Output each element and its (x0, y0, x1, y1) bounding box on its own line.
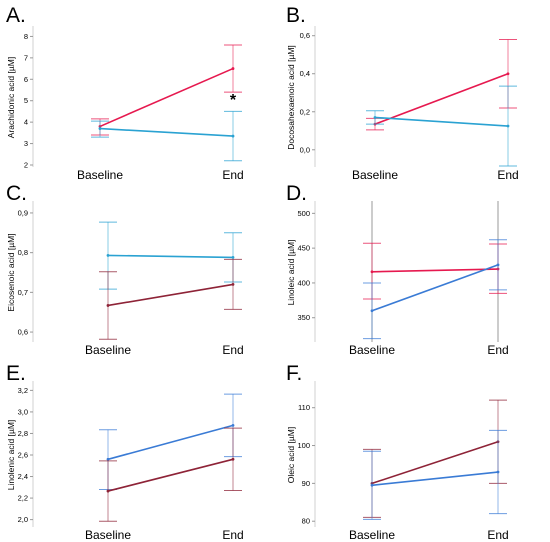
series-line (371, 268, 499, 273)
y-tick-label: 0,7 (18, 288, 28, 297)
data-point (106, 254, 110, 257)
y-tick-label: 3,2 (18, 386, 28, 395)
data-point (231, 256, 235, 259)
significance-marker: * (230, 92, 237, 109)
series-line (107, 283, 234, 307)
data-point (231, 457, 235, 461)
chart-panel-1: A. 2 3 4 5 6 7 8 Arachidonic acid [µM] Baseline En… (6, 4, 244, 182)
y-tick-label: 0,9 (18, 208, 28, 217)
data-point (506, 124, 510, 128)
data-point (231, 67, 235, 70)
data-point (370, 483, 374, 487)
chart-panel-5: E. 2,0 2,2 2,4 2,6 2,8 3,0 3,2 Linolenic acid [µ… (6, 362, 244, 542)
y-tick-label: 4 (24, 118, 28, 127)
chart-panel-2: B. 0,0 0,2 0,4 0,6 Docosahexaenoic acid [µM] B… (286, 4, 519, 182)
data-point (231, 134, 235, 138)
series-line (371, 471, 499, 487)
x-category-label: End (222, 343, 243, 357)
y-tick-label: 2,4 (18, 472, 28, 481)
series-line (107, 254, 234, 259)
y-tick-label: 8 (24, 32, 28, 41)
x-category-label: Baseline (352, 168, 398, 182)
y-tick-label: 2,8 (18, 429, 28, 438)
y-tick-label: 2,0 (18, 515, 28, 524)
panel-label: E. (6, 362, 26, 385)
y-axis-label: Docosahexaenoic acid [µM] (286, 45, 296, 150)
x-category-label: Baseline (85, 528, 131, 542)
data-point (231, 283, 235, 286)
y-tick-label: 0,8 (18, 248, 28, 257)
y-tick-label: 500 (297, 209, 310, 218)
data-point (506, 72, 510, 76)
x-category-label: End (222, 168, 243, 182)
data-point (496, 470, 500, 474)
series-line (107, 458, 234, 492)
y-tick-label: 7 (24, 53, 28, 62)
y-axis-label: Eicosenoic acid [µM] (6, 233, 16, 311)
y-tick-label: 350 (297, 313, 310, 322)
y-tick-label: 90 (302, 479, 310, 488)
x-category-label: End (222, 528, 243, 542)
series-line (371, 264, 499, 312)
data-point (106, 304, 110, 307)
y-tick-label: 6 (24, 75, 28, 84)
data-point (496, 263, 500, 267)
series-line (371, 440, 499, 485)
y-tick-label: 400 (297, 278, 310, 287)
x-category-label: End (487, 343, 508, 357)
y-tick-label: 5 (24, 96, 28, 105)
x-category-label: Baseline (349, 528, 395, 542)
y-tick-label: 100 (297, 441, 310, 450)
data-point (370, 270, 374, 274)
panel-label: C. (6, 182, 27, 205)
y-tick-label: 2,6 (18, 451, 28, 460)
x-category-label: End (487, 528, 508, 542)
x-category-label: Baseline (349, 343, 395, 357)
data-point (106, 457, 110, 461)
y-tick-label: 110 (298, 403, 310, 412)
y-axis-label: Arachidonic acid [µM] (6, 57, 16, 138)
x-category-label: Baseline (85, 343, 131, 357)
panel-label: A. (6, 4, 26, 27)
x-category-label: Baseline (77, 168, 123, 182)
panel-label: B. (286, 4, 306, 27)
y-tick-label: 0,6 (300, 31, 310, 40)
y-tick-label: 3,0 (18, 407, 28, 416)
data-point (373, 116, 377, 119)
panel-label: D. (286, 182, 307, 205)
series-line (107, 424, 234, 461)
data-point (106, 489, 110, 493)
y-tick-label: 2 (24, 161, 28, 170)
series-line (99, 67, 234, 128)
y-tick-label: 0,6 (18, 328, 28, 337)
x-category-label: End (497, 168, 518, 182)
series-line (374, 72, 509, 125)
y-axis-label: Oleic acid [µM] (286, 427, 296, 483)
chart-panel-6: F. 80 90 100 110 Oleic acid [µM] Baseline End (286, 362, 509, 542)
panel-label: F. (286, 362, 302, 385)
y-tick-label: 80 (302, 517, 310, 526)
y-tick-label: 0,0 (300, 145, 310, 154)
y-tick-label: 0,4 (300, 69, 310, 78)
y-tick-label: 0,2 (300, 107, 310, 116)
y-tick-label: 2,2 (18, 494, 28, 503)
y-axis-label: Linoleic acid [µM] (286, 240, 296, 306)
data-point (370, 309, 374, 313)
chart-panel-4: D. 350 400 450 500 Linoleic acid [µM] Baseline… (286, 182, 509, 357)
data-point (231, 423, 235, 427)
y-tick-label: 450 (297, 244, 310, 253)
series-line (374, 116, 509, 127)
series-line (99, 127, 234, 137)
data-point (98, 127, 102, 130)
y-axis-label: Linolenic acid [µM] (6, 420, 16, 491)
chart-panel-3: C. 0,6 0,7 0,8 0,9 Eicosenoic acid [µM] Baseli… (6, 182, 244, 357)
y-tick-label: 3 (24, 139, 28, 148)
